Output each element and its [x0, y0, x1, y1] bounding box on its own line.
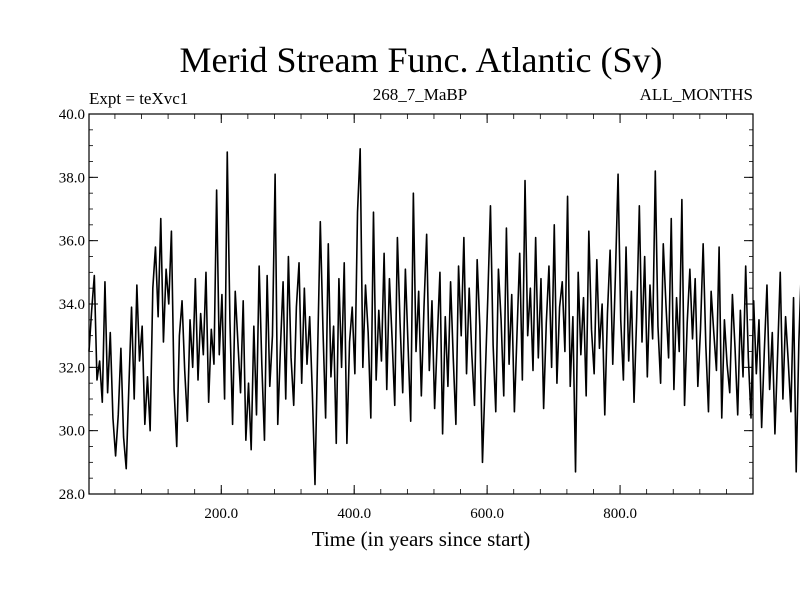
y-tick-label: 40.0 [59, 107, 85, 123]
x-tick-label: 800.0 [603, 506, 637, 522]
chart-subtitle-center: 268_7_MaBP [373, 85, 467, 104]
chart-subtitle-left: Expt = teXvc1 [89, 89, 188, 108]
x-axis: 200.0 400.0 600.0 800.0 [114, 114, 727, 522]
chart-subtitle-right: ALL_MONTHS [640, 85, 753, 104]
y-tick-label: 30.0 [59, 424, 85, 440]
series-line-0 [88, 148, 800, 486]
x-tick-label: 200.0 [204, 506, 238, 522]
x-tick-label: 600.0 [470, 506, 504, 522]
y-tick-label: 36.0 [59, 234, 85, 250]
y-tick-label: 38.0 [59, 170, 85, 186]
y-axis: 28.0 30.0 32.0 34.0 36.0 38.0 40.0 [59, 107, 753, 503]
chart-title: Merid Stream Func. Atlantic (Sv) [180, 40, 663, 80]
y-tick-label: 28.0 [59, 487, 85, 503]
y-tick-label: 34.0 [59, 297, 85, 313]
y-tick-label: 32.0 [59, 360, 85, 376]
x-tick-label: 400.0 [337, 506, 371, 522]
x-axis-label: Time (in years since start) [312, 527, 531, 551]
plot-area [88, 148, 800, 486]
